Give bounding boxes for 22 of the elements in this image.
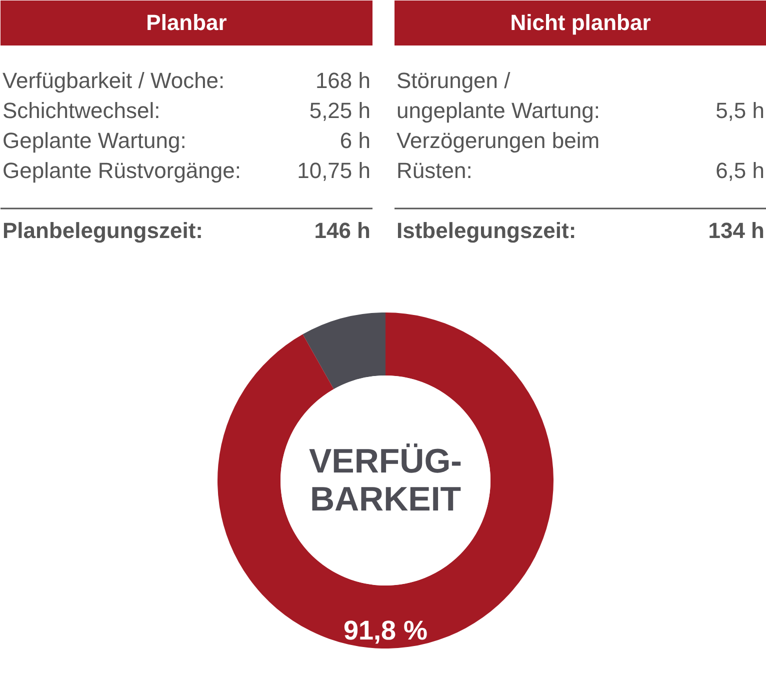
text: 6 h [340,128,371,153]
text: Schichtwechsel: [2,98,160,123]
text: Verzögerungen beim [396,128,600,153]
text: Istbelegungszeit: [396,218,576,243]
text: Nicht planbar [510,10,652,35]
text: Planbar [146,10,228,35]
text: 5,5 h [716,98,765,123]
text: 146 h [314,218,371,243]
text: ungeplante Wartung: [396,98,600,123]
text: Geplante Rüstvorgänge: [2,158,241,183]
text: Planbelegungszeit: [2,218,203,243]
text: Geplante Wartung: [2,128,186,153]
text: 10,75 h [297,158,371,183]
text: 6,5 h [716,158,765,183]
text: 5,25 h [309,98,371,123]
text: Verfügbarkeit / Woche: [2,68,225,93]
text: Rüsten: [396,158,472,183]
text: 168 h [315,68,371,93]
text: 134 h [708,218,765,243]
text: Störungen / [396,68,512,93]
text: VERFÜG- BARKEIT [309,442,462,518]
data-label: 91,8 % [343,616,428,646]
